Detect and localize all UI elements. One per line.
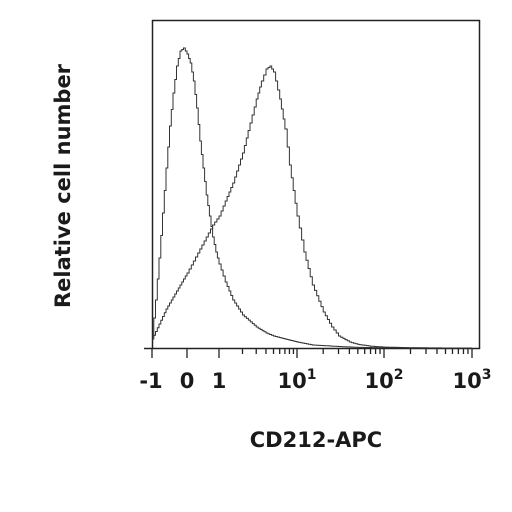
- x-tick-label-neg1: -1: [139, 369, 162, 393]
- y-axis-title: Relative cell number: [51, 63, 75, 308]
- x-tick-label-1: 1: [212, 369, 227, 393]
- x-tick-label-10: 101: [278, 367, 317, 393]
- x-tick-label-1000: 103: [453, 367, 492, 393]
- histogram-curve-2: [152, 65, 472, 349]
- histogram-curve-1: [152, 47, 472, 349]
- histogram-series: [152, 47, 472, 349]
- x-axis-ticks: [151, 349, 473, 358]
- plot-frame: [151, 19, 481, 350]
- x-tick-label-100: 102: [365, 367, 404, 393]
- x-tick-label-0: 0: [180, 369, 195, 393]
- x-tick-labels: -1 0 1 101 102 103: [139, 367, 491, 393]
- x-axis-title: CD212-APC: [250, 428, 382, 452]
